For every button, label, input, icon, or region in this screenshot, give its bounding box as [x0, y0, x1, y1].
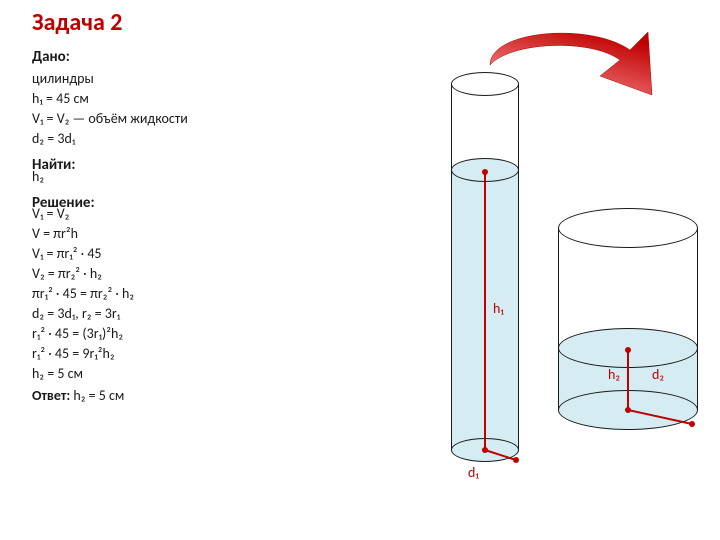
- given-line-2: h₁ = 45 см: [32, 92, 188, 106]
- diagram-area: h₁ d₁ h₂ d₂: [390, 10, 710, 530]
- sol-line-5: πr₁² · 45 = πr₂² · h₂: [32, 287, 188, 301]
- problem-title: Задача 2: [32, 10, 152, 35]
- answer-value: h₂ = 5 см: [73, 387, 124, 404]
- text-column: Дано: цилиндры h₁ = 45 см V₁ = V₂ — объё…: [32, 50, 188, 403]
- given-line-3: V₁ = V₂ — объём жидкости: [32, 112, 188, 126]
- cyl2-markers: [390, 10, 710, 530]
- sol-line-3: V₁ = πr₁² · 45: [32, 247, 188, 261]
- given-line-4: d₂ = 3d₁: [32, 132, 188, 146]
- heading-given: Дано:: [32, 50, 152, 66]
- heading-answer: Ответ:: [32, 387, 70, 404]
- sol-line-4: V₂ = πr₂² · h₂: [32, 267, 188, 281]
- sol-line-8: r₁² · 45 = 9r₁²h₂: [32, 347, 188, 361]
- sol-line-6: d₂ = 3d₁, r₂ = 3r₁: [32, 307, 188, 321]
- sol-line-9: h₂ = 5 см: [32, 367, 188, 381]
- label-d2: d₂: [652, 366, 664, 383]
- given-line-1: цилиндры: [32, 72, 188, 86]
- sol-line-2: V = πr²h: [32, 227, 188, 241]
- sol-line-7: r₁² · 45 = (3r₁)²h₂: [32, 327, 188, 341]
- sol-line-1: V₁ = V₂: [32, 207, 188, 221]
- label-h2: h₂: [608, 366, 620, 383]
